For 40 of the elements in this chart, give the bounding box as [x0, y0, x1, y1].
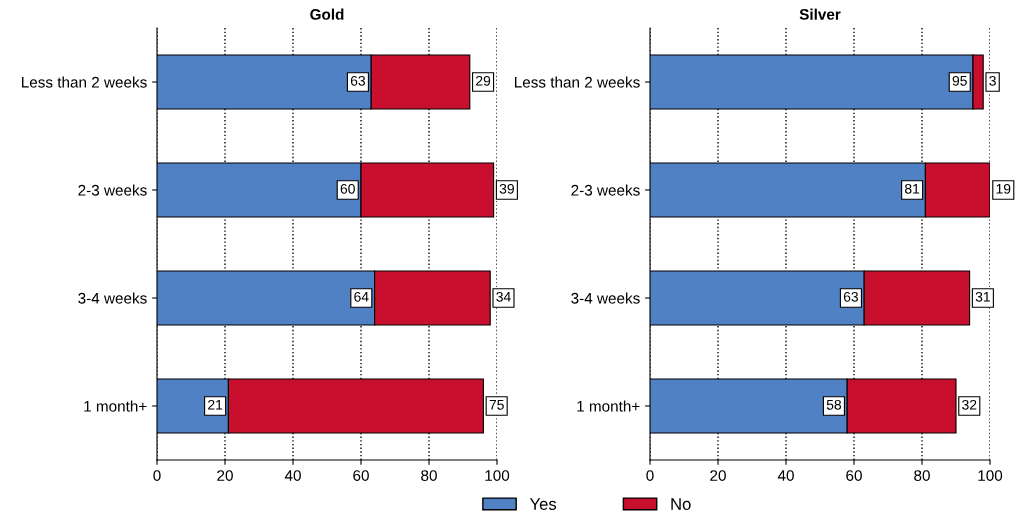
data-label: 39	[499, 183, 514, 194]
x-tick-label: 80	[914, 470, 930, 481]
data-label: 81	[905, 183, 920, 194]
y-tick-label: 1 month+	[84, 400, 147, 412]
y-tick-label: Less than 2 weeks	[22, 76, 147, 88]
data-label: 19	[996, 183, 1011, 194]
x-tick-label: 80	[421, 470, 437, 481]
legend-label: No	[671, 498, 691, 510]
data-label: 31	[975, 291, 990, 302]
x-tick-label: 40	[777, 470, 794, 481]
data-label: 60	[340, 183, 355, 194]
data-label: 29	[476, 75, 491, 86]
data-label: 21	[208, 399, 223, 410]
x-tick-label: 60	[846, 470, 862, 481]
y-tick-label: 1 month+	[577, 400, 640, 412]
chart-title: Silver	[799, 8, 841, 20]
legend-label: Yes	[529, 498, 557, 510]
data-label: 63	[350, 75, 366, 86]
data-label: 58	[826, 399, 842, 410]
x-tick-label: 20	[710, 470, 726, 481]
chart-title: Gold	[310, 8, 344, 20]
x-tick-label: 0	[646, 470, 654, 481]
data-label: 63	[843, 291, 859, 302]
data-label: 32	[962, 399, 977, 410]
data-label: 95	[952, 75, 967, 86]
y-tick-label: 3-4 weeks	[571, 292, 640, 304]
x-tick-label: 100	[978, 470, 1003, 481]
data-label: 75	[489, 400, 504, 410]
x-tick-label: 20	[217, 470, 233, 481]
y-tick-label: 3-4 weeks	[78, 292, 147, 304]
y-tick-label: 2-3 weeks	[571, 184, 640, 196]
data-label: 3	[989, 75, 996, 86]
x-tick-label: 40	[284, 470, 301, 481]
y-tick-label: 2-3 weeks	[78, 184, 147, 196]
x-tick-label: 60	[353, 470, 369, 481]
x-tick-label: 0	[153, 470, 161, 481]
y-tick-label: Less than 2 weeks	[515, 76, 640, 88]
data-label: 64	[354, 291, 369, 302]
x-tick-label: 100	[485, 470, 510, 481]
data-label: 34	[496, 291, 511, 302]
